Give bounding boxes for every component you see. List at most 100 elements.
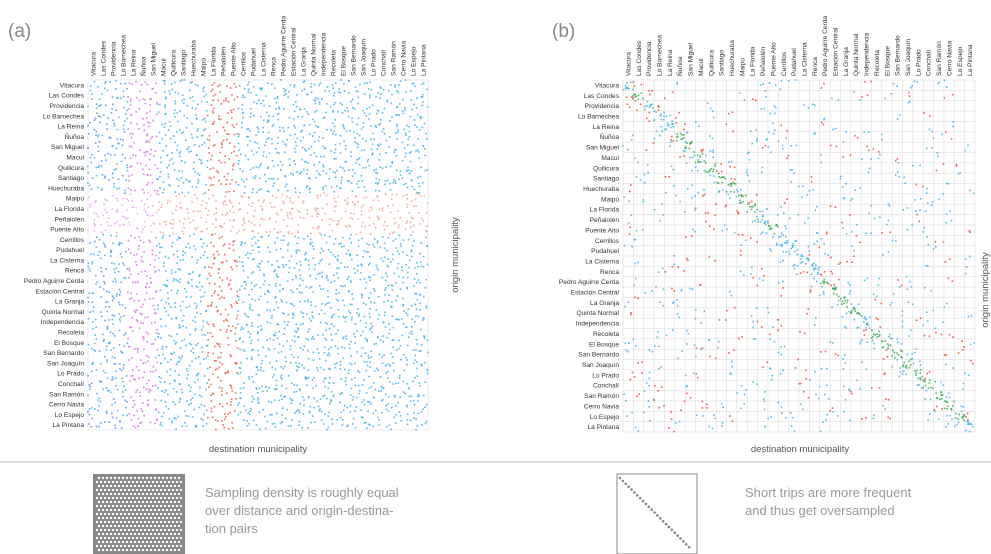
sample-dot <box>125 218 128 220</box>
sample-dot <box>416 261 418 264</box>
sample-dot <box>194 316 196 318</box>
sample-dot <box>203 95 205 98</box>
icon-dot <box>127 536 131 540</box>
sample-dot <box>223 418 226 421</box>
sample-dot <box>314 102 317 105</box>
sample-dot <box>97 145 99 148</box>
icon-dot <box>97 516 101 520</box>
sample-dot <box>247 88 250 91</box>
sample-dot <box>215 207 218 210</box>
sample-dot <box>679 156 681 158</box>
sample-dot <box>718 319 721 321</box>
sample-dot <box>398 114 400 116</box>
sample-dot <box>238 288 241 291</box>
sample-dot <box>367 264 370 266</box>
sample-dot <box>778 244 781 246</box>
sample-dot <box>310 145 313 148</box>
sample-dot <box>97 134 100 136</box>
sample-dot <box>676 83 678 85</box>
sample-dot <box>413 240 415 242</box>
icon-dot <box>179 528 183 532</box>
sample-dot <box>399 415 402 417</box>
sample-dot <box>224 195 227 198</box>
sample-dot <box>277 276 279 278</box>
sample-dot <box>271 125 274 127</box>
sample-dot <box>275 147 277 150</box>
sample-dot <box>394 84 396 86</box>
sample-dot <box>275 384 278 387</box>
sample-dot <box>348 343 351 346</box>
sample-dot <box>356 183 358 185</box>
sample-dot <box>200 418 202 420</box>
sample-dot <box>394 149 396 151</box>
sample-dot <box>172 387 175 390</box>
sample-dot <box>340 182 342 184</box>
icon-dot <box>179 544 183 548</box>
row-label: Lo Barnechea <box>43 113 84 120</box>
sample-dot <box>323 312 326 315</box>
sample-dot <box>390 284 393 286</box>
sample-dot <box>288 266 291 269</box>
sample-dot <box>224 161 226 164</box>
sample-dot <box>329 368 331 371</box>
sample-dot <box>287 271 290 274</box>
sample-dot <box>201 285 204 288</box>
sample-dot <box>163 265 165 267</box>
sample-dot <box>241 96 244 98</box>
sample-dot <box>375 177 378 180</box>
icon-dot <box>107 488 111 492</box>
sample-dot <box>239 328 242 331</box>
sample-dot <box>232 240 234 243</box>
sample-dot <box>368 106 371 109</box>
sample-dot <box>137 273 140 275</box>
sample-dot <box>425 211 428 214</box>
sample-dot <box>251 244 254 247</box>
sample-dot <box>870 204 872 207</box>
sample-dot <box>174 380 176 382</box>
sample-dot <box>362 416 364 419</box>
icon-dot <box>137 532 141 536</box>
sample-dot <box>322 288 324 290</box>
sample-dot <box>104 319 106 322</box>
sample-dot <box>345 335 348 337</box>
sample-dot <box>750 200 753 203</box>
sample-dot <box>164 255 167 258</box>
sample-dot <box>280 366 282 368</box>
sample-dot <box>423 394 425 397</box>
sample-dot <box>738 92 741 94</box>
sample-dot <box>274 297 276 299</box>
sample-dot <box>385 152 387 154</box>
row-label: Lo Espejo <box>590 414 620 421</box>
sample-dot <box>145 388 148 391</box>
icon-dot <box>173 484 177 488</box>
sample-dot <box>686 142 688 144</box>
sample-dot <box>697 161 699 164</box>
sample-dot <box>222 244 225 247</box>
row-label: La Florida <box>590 207 620 214</box>
icon-dot <box>147 496 151 500</box>
sample-dot <box>969 231 971 234</box>
sample-dot <box>809 289 812 291</box>
sample-dot <box>202 320 205 323</box>
sample-dot <box>368 224 371 227</box>
sample-dot <box>708 256 711 258</box>
sample-dot <box>343 90 346 92</box>
column-label: Lo Prado <box>370 49 377 76</box>
sample-dot <box>421 93 424 96</box>
sample-dot <box>380 385 383 388</box>
sample-dot <box>344 368 346 371</box>
sample-dot <box>890 301 893 304</box>
sample-dot <box>361 237 363 240</box>
icon-dot <box>141 532 145 536</box>
sample-dot <box>422 181 424 184</box>
sample-dot <box>95 130 98 133</box>
sample-dot <box>376 148 379 150</box>
sample-dot <box>246 357 248 360</box>
sample-dot <box>319 408 321 410</box>
column-label: Vitacura <box>90 52 97 76</box>
sample-dot <box>148 141 150 143</box>
sample-dot <box>354 86 357 88</box>
sample-dot <box>313 164 315 166</box>
sample-dot <box>861 96 863 98</box>
icon-dot <box>131 520 135 524</box>
